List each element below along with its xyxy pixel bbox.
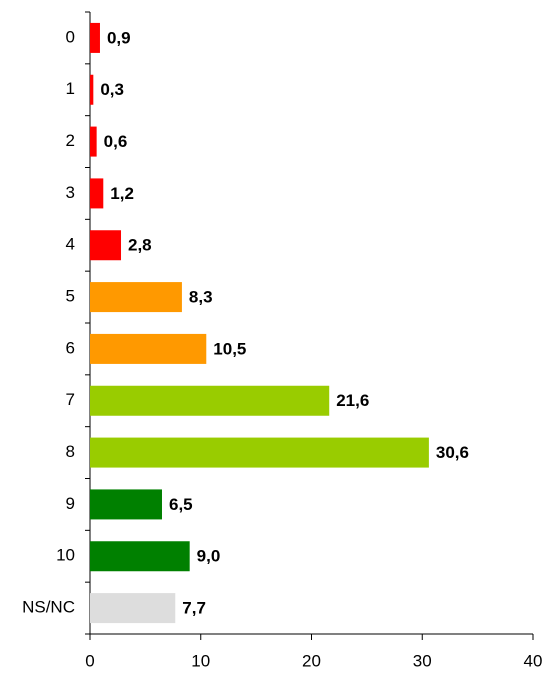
x-tick-label: 20 [302,651,321,670]
x-tick-label: 0 [85,651,94,670]
value-label: 1,2 [110,184,134,203]
value-label: 0,3 [100,80,124,99]
value-label: 0,9 [107,28,131,47]
bar [90,282,182,313]
y-tick-label: 8 [66,442,75,461]
bar [90,230,122,261]
bar [90,489,162,520]
bar [90,385,330,416]
y-tick-label: 6 [66,338,75,357]
bar [90,126,97,157]
value-label: 0,6 [104,132,128,151]
value-label: 2,8 [128,236,152,255]
x-tick-label: 10 [191,651,210,670]
value-label: 10,5 [213,339,246,358]
bar [90,333,207,364]
y-tick-label: 2 [66,131,75,150]
y-tick-label: 0 [66,27,75,46]
bar [90,593,176,624]
value-label: 6,5 [169,495,193,514]
y-tick-label: 9 [66,494,75,513]
y-tick-label: 3 [66,183,75,202]
value-label: 9,0 [197,547,221,566]
y-tick-label: 10 [56,546,75,565]
bar [90,541,190,572]
bar [90,178,104,209]
value-label: 30,6 [436,443,469,462]
bar [90,22,100,53]
bar [90,437,429,468]
y-tick-label: NS/NC [22,598,75,617]
value-label: 7,7 [182,599,206,618]
y-tick-label: 5 [66,287,75,306]
y-tick-label: 1 [66,79,75,98]
bar [90,74,94,105]
value-label: 21,6 [336,391,369,410]
value-label: 8,3 [189,288,213,307]
y-tick-label: 7 [66,390,75,409]
x-tick-label: 30 [413,651,432,670]
y-tick-label: 4 [66,235,75,254]
x-tick-label: 40 [524,651,543,670]
